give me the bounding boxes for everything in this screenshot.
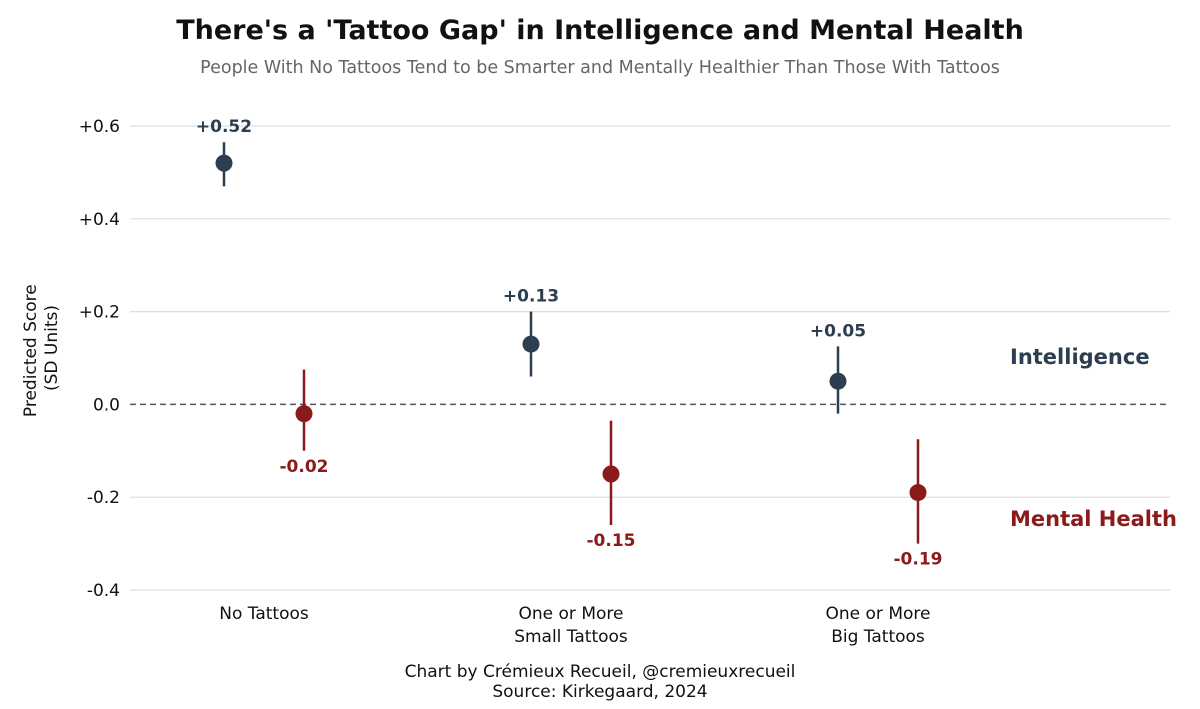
mental-health-data-label: -0.19 xyxy=(894,550,943,570)
y-tick-label: +0.6 xyxy=(79,117,120,137)
data-marks: +0.52 +0.13 +0.05 -0.02 -0.15 -0.19 xyxy=(196,117,943,569)
mental-health-point xyxy=(295,405,313,423)
x-tick-label: No Tattoos xyxy=(219,604,309,624)
intelligence-point xyxy=(522,335,540,353)
caption-credit: Chart by Crémieux Recueil, @cremieuxrecu… xyxy=(405,662,796,682)
y-axis-label: Predicted Score (SD Units) xyxy=(21,279,62,417)
intelligence-point xyxy=(215,154,233,172)
chart-title: There's a 'Tattoo Gap' in Intelligence a… xyxy=(176,15,1024,46)
y-axis-ticks: -0.4 -0.2 0.0 +0.2 +0.4 +0.6 xyxy=(79,117,120,601)
grid xyxy=(130,125,1170,591)
mental-health-series-label: Mental Health xyxy=(1010,507,1177,531)
chart-subtitle: People With No Tattoos Tend to be Smarte… xyxy=(200,58,1000,78)
x-tick-label-line: Small Tattoos xyxy=(514,627,628,647)
x-tick-label-line: No Tattoos xyxy=(219,604,309,624)
intelligence-data-label: +0.13 xyxy=(503,287,559,307)
x-tick-label: One or More Big Tattoos xyxy=(826,604,931,647)
intelligence-data-label: +0.05 xyxy=(810,321,866,341)
y-axis-label-line-2: (SD Units) xyxy=(42,305,62,391)
intelligence-series-label: Intelligence xyxy=(1010,345,1150,369)
caption-source: Source: Kirkegaard, 2024 xyxy=(492,682,707,702)
y-tick-label: -0.4 xyxy=(87,581,120,601)
series-labels: Intelligence Mental Health xyxy=(1010,345,1177,531)
mental-health-data-label: -0.02 xyxy=(280,457,329,477)
x-tick-label-line: Big Tattoos xyxy=(831,627,925,647)
y-tick-label: +0.2 xyxy=(79,303,120,323)
x-tick-label-line: One or More xyxy=(519,604,624,624)
mental-health-point xyxy=(602,465,620,483)
x-tick-label-line: One or More xyxy=(826,604,931,624)
mental-health-data-label: -0.15 xyxy=(587,531,636,551)
y-axis-label-line-1: Predicted Score xyxy=(21,284,41,417)
intelligence-data-label: +0.52 xyxy=(196,117,252,137)
y-tick-label: 0.0 xyxy=(93,395,120,415)
intelligence-point xyxy=(829,372,847,390)
y-tick-label: +0.4 xyxy=(79,210,120,230)
x-tick-label: One or More Small Tattoos xyxy=(514,604,628,647)
y-tick-label: -0.2 xyxy=(87,488,120,508)
mental-health-point xyxy=(909,484,927,502)
